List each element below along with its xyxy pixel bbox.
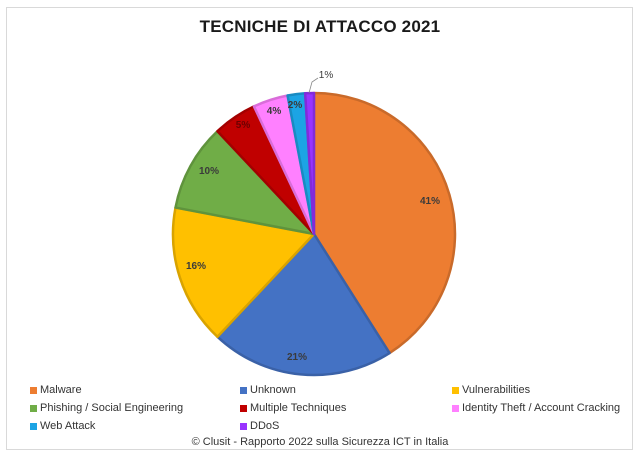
legend-item-phishing: Phishing / Social Engineering: [30, 402, 183, 414]
pie-label: 5%: [236, 120, 251, 131]
legend-label: Identity Theft / Account Cracking: [462, 402, 621, 414]
legend-label: Phishing / Social Engineering: [40, 402, 184, 414]
legend-swatch: [30, 386, 37, 394]
legend-item-ddos: DDoS: [240, 420, 279, 432]
legend-swatch: [240, 422, 247, 430]
pie-slice-phishing-social-engineering: [174, 129, 316, 236]
legend-swatch: [452, 404, 459, 412]
legend-label: DDoS: [250, 420, 280, 432]
pie-slice-vulnerabilities: [171, 206, 316, 339]
legend-item-vulnerabilities: Vulnerabilities: [452, 384, 530, 396]
legend-label: Malware: [40, 384, 82, 396]
legend-label: Unknown: [250, 384, 296, 396]
legend-item-multiple-techniques: Multiple Techniques: [240, 402, 346, 414]
legend-swatch: [240, 386, 247, 394]
pie-slice-ddos: [303, 91, 316, 236]
pie-label: 1%: [319, 70, 334, 81]
pie-label: 4%: [267, 106, 282, 117]
legend-swatch: [30, 404, 37, 412]
pie-labels: 41% 21% 16% 10% 5% 4% 2% 1%: [186, 70, 440, 363]
pie-label: 41%: [420, 196, 440, 207]
legend-swatch: [240, 404, 247, 412]
pie-slices: [171, 91, 457, 377]
leader-line: [308, 77, 319, 94]
legend-swatch: [30, 422, 37, 430]
pie-label: 10%: [199, 166, 219, 177]
legend-label: Multiple Techniques: [250, 402, 347, 414]
legend-label: Vulnerabilities: [462, 384, 531, 396]
pie-label: 2%: [288, 100, 303, 111]
legend-item-unknown: Unknown: [240, 384, 296, 396]
pie-slice-unknown: [216, 232, 391, 377]
legend-item-web-attack: Web Attack: [30, 420, 95, 432]
legend-item-identity-theft: Identity Theft / Account Cracking: [452, 402, 620, 414]
legend-swatch: [452, 386, 459, 394]
legend-label: Web Attack: [40, 420, 96, 432]
pie-label: 16%: [186, 261, 206, 272]
legend-item-malware: Malware: [30, 384, 82, 396]
source-footer: © Clusit - Rapporto 2022 sulla Sicurezza…: [191, 436, 449, 448]
chart-title: TECNICHE DI ATTACCO 2021: [199, 17, 441, 36]
pie-label: 21%: [287, 352, 307, 363]
